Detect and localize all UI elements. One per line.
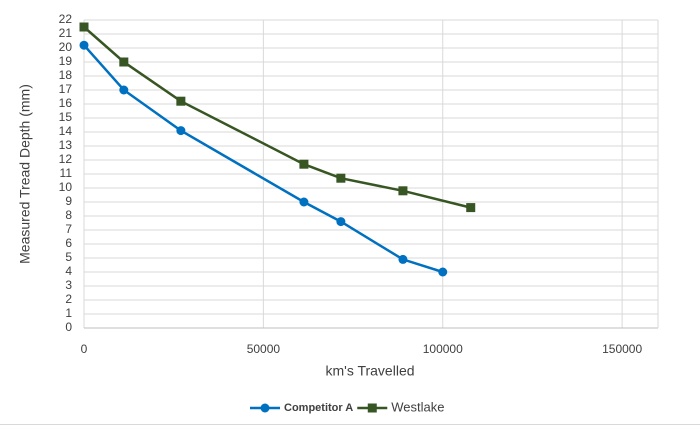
marker bbox=[79, 22, 89, 32]
marker bbox=[176, 126, 186, 136]
x-tick-label: 50000 bbox=[247, 342, 281, 356]
marker bbox=[260, 403, 270, 413]
marker bbox=[367, 403, 377, 413]
marker bbox=[336, 173, 346, 183]
y-axis-title: Measured Tread Depth (mm) bbox=[17, 84, 33, 264]
y-tick-label: 19 bbox=[59, 54, 73, 68]
marker bbox=[438, 267, 448, 277]
marker bbox=[398, 254, 408, 264]
y-tick-label: 12 bbox=[59, 152, 73, 166]
y-tick-label: 6 bbox=[65, 236, 72, 250]
legend-label: Westlake bbox=[391, 399, 444, 414]
y-tick-label: 5 bbox=[65, 250, 72, 264]
y-tick-label: 7 bbox=[65, 222, 72, 236]
y-tick-label: 21 bbox=[59, 26, 73, 40]
marker bbox=[119, 57, 129, 67]
x-tick-label: 0 bbox=[81, 342, 88, 356]
y-tick-label: 22 bbox=[59, 12, 73, 26]
y-tick-label: 13 bbox=[59, 138, 73, 152]
x-tick-label: 100000 bbox=[423, 342, 463, 356]
y-tick-label: 11 bbox=[60, 166, 73, 180]
y-tick-label: 20 bbox=[59, 40, 73, 54]
x-tick-label: 150000 bbox=[602, 342, 642, 356]
y-tick-label: 0 bbox=[65, 320, 72, 334]
y-tick-label: 17 bbox=[59, 82, 73, 96]
y-tick-label: 1 bbox=[65, 306, 72, 320]
marker bbox=[299, 197, 309, 207]
y-tick-label: 16 bbox=[59, 96, 73, 110]
legend-label: Competitor A bbox=[284, 402, 353, 414]
y-tick-label: 4 bbox=[65, 264, 72, 278]
y-tick-label: 8 bbox=[65, 208, 72, 222]
marker bbox=[176, 96, 186, 106]
y-tick-label: 15 bbox=[59, 110, 73, 124]
marker bbox=[466, 203, 476, 213]
marker bbox=[119, 85, 129, 95]
marker bbox=[79, 40, 89, 50]
y-tick-label: 3 bbox=[65, 278, 72, 292]
marker bbox=[336, 217, 346, 227]
y-tick-label: 10 bbox=[59, 180, 73, 194]
y-tick-label: 2 bbox=[65, 292, 72, 306]
marker bbox=[299, 159, 309, 169]
y-tick-label: 18 bbox=[59, 68, 73, 82]
y-tick-label: 9 bbox=[65, 194, 72, 208]
marker bbox=[398, 186, 408, 196]
y-tick-label: 14 bbox=[59, 124, 73, 138]
x-axis-title: km's Travelled bbox=[325, 363, 414, 379]
